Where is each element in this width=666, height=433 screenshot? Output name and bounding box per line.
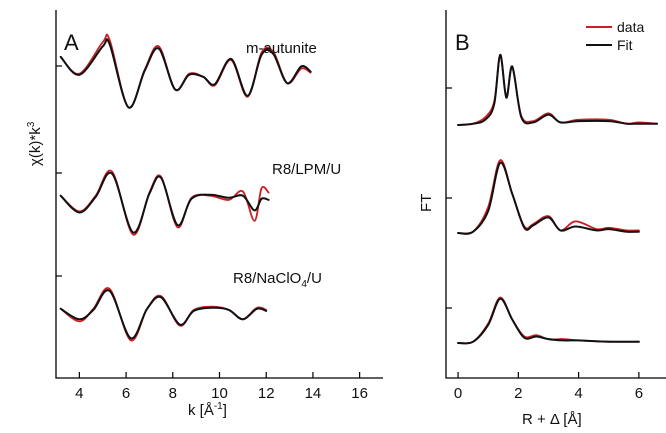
panel-a-axes (55, 10, 383, 379)
panel-b-data-line (457, 296, 640, 345)
panel-a-y-axis-label: χ(k)*k3 (26, 121, 44, 166)
panel-b-letter: B (455, 30, 470, 55)
legend-data-label: data (617, 19, 644, 35)
legend: data Fit (586, 19, 644, 53)
panel-b-x-ticks: 0 2 4 6 (454, 372, 643, 402)
panel-b-data-line (457, 159, 640, 235)
legend-fit-label: Fit (617, 37, 633, 53)
label-m-autunite: m-autunite (246, 40, 317, 57)
panel-a-letter: A (64, 30, 79, 55)
panel-a-fit-line (59, 171, 270, 234)
panel-b-x-tick-label: 4 (574, 385, 582, 402)
panel-a-x-axis-label: k [Å-1] (188, 401, 227, 419)
panel-a-x-tick-label: 12 (258, 385, 275, 402)
panel-b-axes (445, 10, 666, 379)
panel-b-fit-line (457, 53, 658, 126)
panel-b-fit-line (457, 297, 640, 345)
panel-b-x-tick-label: 6 (635, 385, 643, 402)
label-r8-naclo4-u: R8/NaClO4/U (233, 270, 322, 290)
panel-a-curves (59, 33, 312, 342)
panel-b-y-axis-label: FT (418, 194, 435, 212)
panel-b-x-tick-label: 0 (454, 385, 462, 402)
panel-a-fit-line (59, 289, 268, 340)
panel-b-curves (457, 53, 658, 345)
panel-a-x-tick-label: 4 (75, 385, 83, 402)
panel-b-x-tick-label: 2 (514, 385, 522, 402)
panel-a: 4 6 8 10 12 14 16 A m-autunite R8/LPM/U R8/NaC… (26, 10, 383, 419)
panel-a-x-tick-label: 6 (122, 385, 130, 402)
panel-b-data-line (457, 55, 658, 126)
panel-a-x-ticks: 4 6 8 10 12 14 16 (75, 372, 368, 402)
panel-a-x-tick-label: 10 (211, 385, 228, 402)
panel-a-x-tick-label: 14 (305, 385, 322, 402)
panel-a-fit-line (59, 38, 312, 109)
panel-a-x-tick-label: 16 (351, 385, 368, 402)
panel-a-y-ticks (56, 65, 62, 277)
panel-b-fit-line (457, 161, 640, 235)
label-r8-lpm-u: R8/LPM/U (272, 161, 341, 178)
panel-b: 0 2 4 6 B data Fit FT R + Δ [Å] (418, 10, 666, 428)
panel-a-x-tick-label: 8 (169, 385, 177, 402)
panel-b-x-axis-label: R + Δ [Å] (522, 411, 582, 428)
panel-b-y-ticks (446, 87, 452, 309)
